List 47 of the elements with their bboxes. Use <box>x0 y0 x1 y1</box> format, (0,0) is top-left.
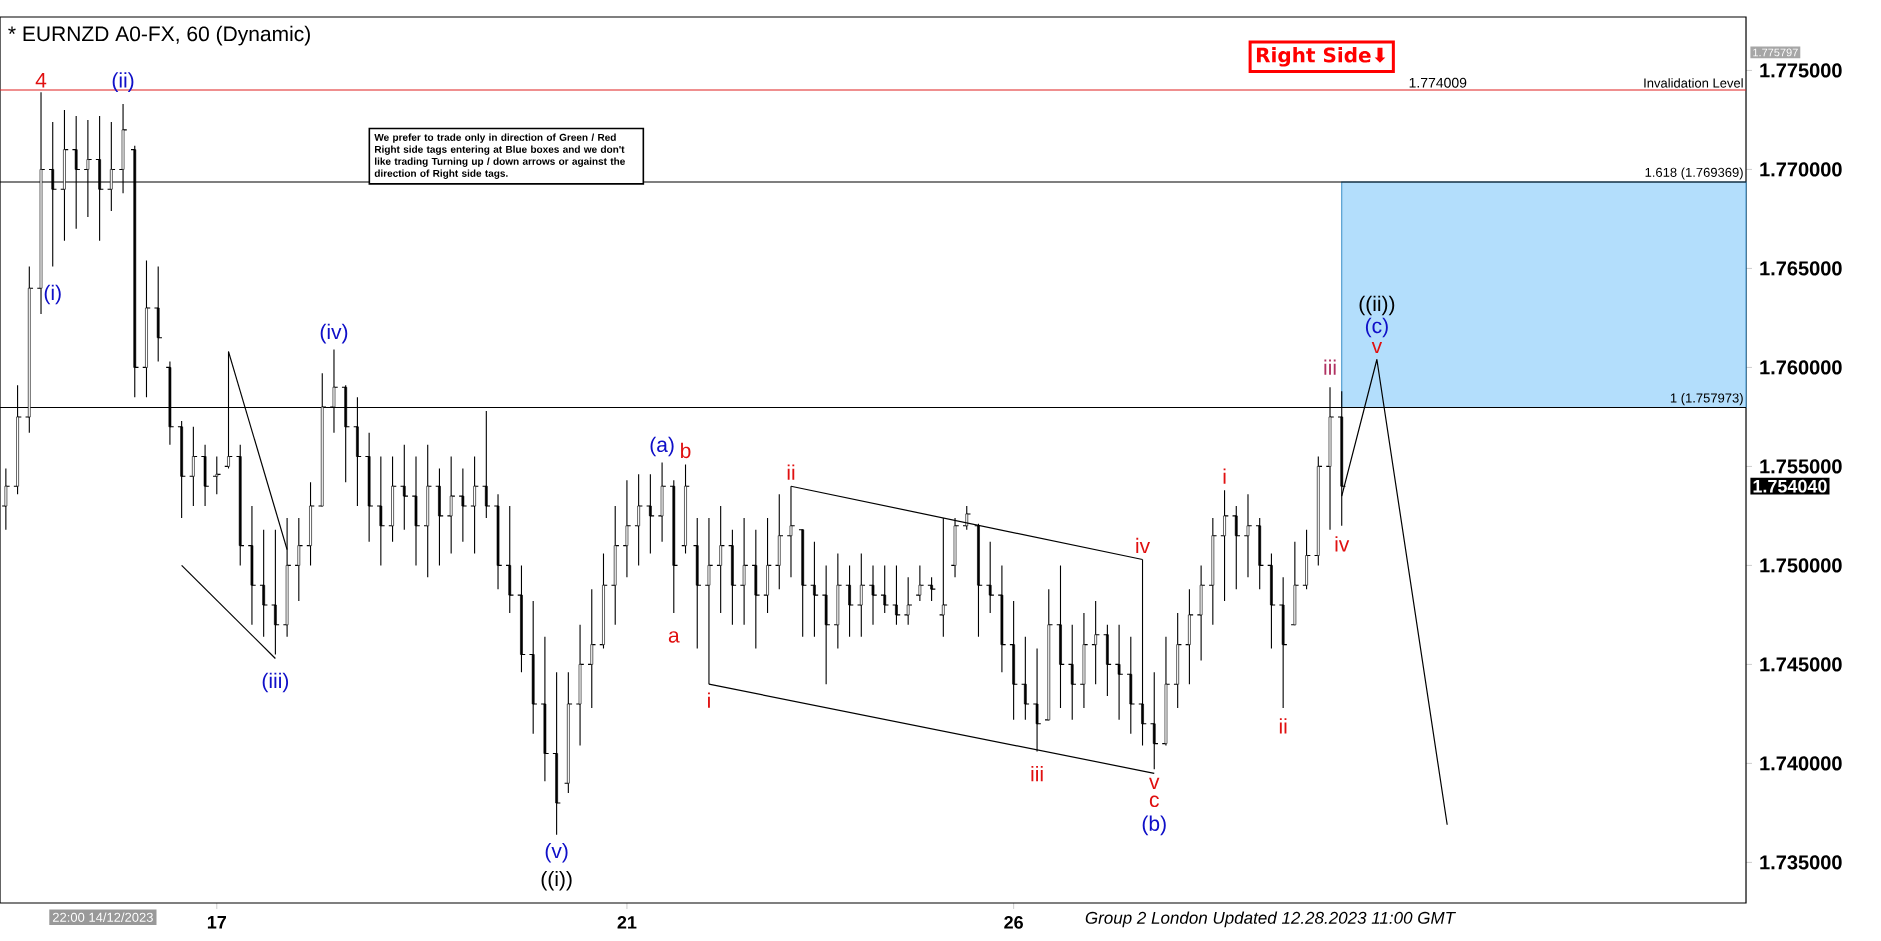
annotation: (b) <box>1142 815 1166 836</box>
annotation: iii <box>1324 359 1336 375</box>
annotation: ii <box>1279 718 1287 734</box>
annotation: c <box>1149 795 1159 808</box>
y-tick-label: 1.770000 <box>1760 162 1842 177</box>
annotation: (a) <box>650 436 674 457</box>
annotation: (v) <box>545 842 568 863</box>
annotation: iii <box>1031 765 1043 782</box>
annotation: ii <box>787 464 795 480</box>
annotation: ((i)) <box>541 870 572 891</box>
annotation: b <box>681 442 691 459</box>
annotation: i <box>708 692 710 708</box>
y-tick-label: 1.760000 <box>1760 360 1842 375</box>
annotation: v <box>1149 777 1160 789</box>
annotation: 1.774009 <box>1409 77 1467 88</box>
ref-line-label: 1.618 (1.769369) <box>1645 167 1743 180</box>
ref-line-label: 1 (1.757973) <box>1670 393 1743 406</box>
text: 1.754040 <box>1753 479 1827 493</box>
y-tick-label: 1.740000 <box>1760 756 1842 771</box>
text: 1.775797 <box>1753 48 1798 57</box>
y-tick-label: 1.775000 <box>1760 63 1842 78</box>
chart-title: * EURNZD A0-FX, 60 (Dynamic) <box>8 25 310 46</box>
x-tick-label: 17 <box>207 916 227 929</box>
y-tick-label: 1.755000 <box>1760 459 1842 474</box>
annotation: (iv) <box>320 323 348 344</box>
annotation: iv <box>1335 536 1350 552</box>
annotation: Right Side⬇ <box>1256 47 1386 67</box>
x-tick-label: 26 <box>1004 916 1023 929</box>
annotation: We prefer to trade only in direction of Green / Red Right side tags entering at Blue boxes and we don't like trading Turning up / down arrows or against the direction of Right side tags. <box>374 133 625 179</box>
text: 22:00 14/12/2023 <box>52 912 153 922</box>
annotation: i <box>1223 468 1226 484</box>
annotation: (i) <box>44 284 61 305</box>
x-tick-label: 21 <box>617 916 637 929</box>
y-tick-label: 1.745000 <box>1760 657 1842 672</box>
y-tick-label: 1.765000 <box>1760 261 1842 276</box>
annotation: (c) <box>1365 317 1388 338</box>
annotation: 4 <box>35 73 47 88</box>
ref-line-label: Invalidation Level <box>1644 78 1743 88</box>
text: Group 2 London Updated 12.28.2023 11:00 GMT <box>1085 911 1457 928</box>
annotation: (ii) <box>112 72 134 92</box>
annotation: (iii) <box>262 672 289 693</box>
y-tick-label: 1.735000 <box>1760 855 1842 870</box>
annotation: v <box>1371 341 1383 354</box>
y-tick-label: 1.750000 <box>1760 558 1842 573</box>
annotation: ((ii)) <box>1359 295 1395 316</box>
annotation: iv <box>1136 537 1151 554</box>
annotation: a <box>668 631 680 643</box>
